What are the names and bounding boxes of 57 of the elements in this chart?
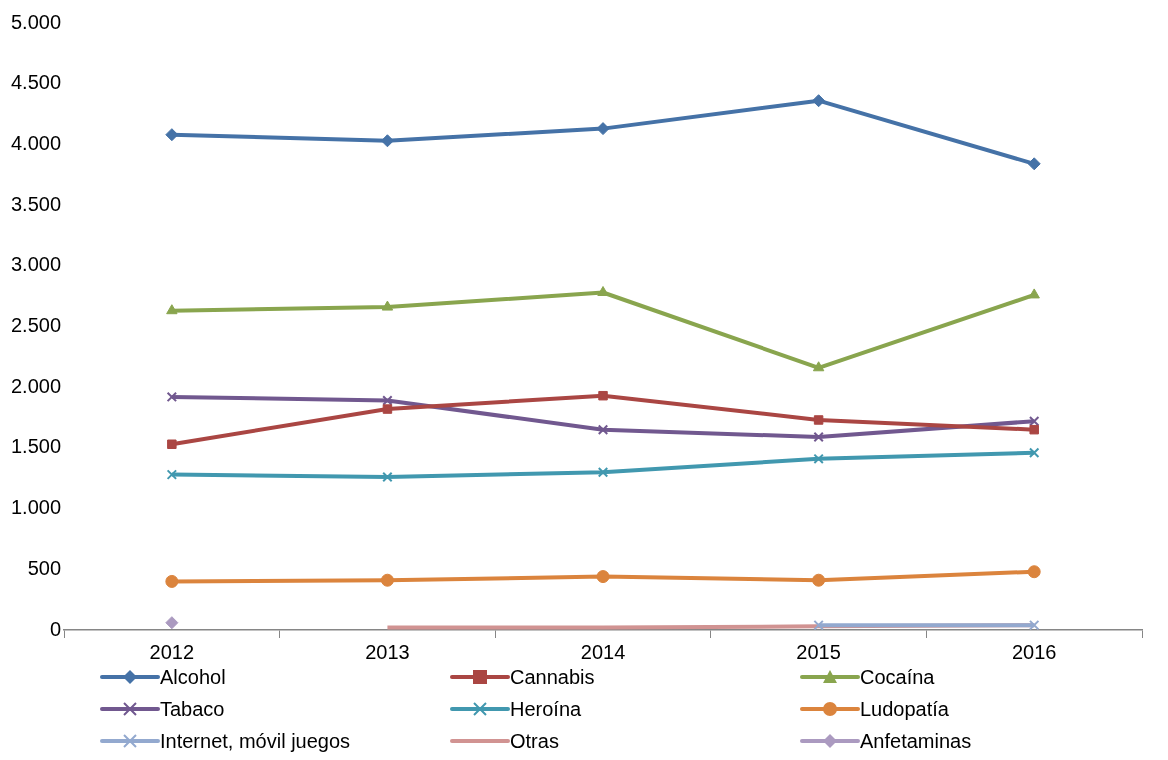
point xyxy=(166,304,178,315)
point xyxy=(812,361,825,372)
y-tick-label: 3.000 xyxy=(10,253,62,276)
point xyxy=(166,469,178,480)
point xyxy=(382,395,393,406)
point xyxy=(813,619,824,630)
x-tick-label: 2013 xyxy=(365,640,410,663)
y-tick-label: 5.000 xyxy=(10,10,62,33)
point xyxy=(165,128,179,142)
point xyxy=(165,574,179,588)
legend-label: Heroína xyxy=(510,697,582,721)
point xyxy=(813,453,824,465)
x-tick-label: 2016 xyxy=(1011,640,1057,663)
y-tick-label: 2.500 xyxy=(10,314,62,337)
point xyxy=(1027,565,1041,579)
point xyxy=(380,134,394,148)
point xyxy=(596,122,610,136)
point xyxy=(597,466,609,478)
legend-label: Internet, móvil juegos xyxy=(160,729,351,753)
legend-label: Ludopatía xyxy=(860,697,949,721)
point xyxy=(596,570,610,584)
point xyxy=(1027,157,1041,171)
point xyxy=(1028,415,1040,427)
point xyxy=(597,424,609,435)
y-tick-label: 1.500 xyxy=(10,435,62,458)
point xyxy=(1028,447,1040,458)
y-tick-label: 0 xyxy=(49,617,62,640)
y-tick-label: 1.000 xyxy=(10,496,62,519)
y-tick-label: 4.000 xyxy=(10,131,62,154)
point xyxy=(1028,619,1040,630)
point xyxy=(813,431,824,443)
y-tick-label: 2.000 xyxy=(10,374,62,397)
point xyxy=(382,404,393,414)
legend-label: Alcohol xyxy=(160,665,226,689)
point xyxy=(381,300,394,311)
y-tick-label: 4.500 xyxy=(10,71,62,94)
x-tick-label: 2015 xyxy=(796,640,841,663)
point xyxy=(167,439,177,449)
legend-label: Tabaco xyxy=(160,697,225,721)
point xyxy=(165,616,179,630)
y-tick-label: 500 xyxy=(27,556,62,579)
point xyxy=(380,573,394,587)
point xyxy=(1029,424,1039,435)
point xyxy=(1028,288,1040,299)
point xyxy=(813,415,824,425)
legend-label: Cocaína xyxy=(860,665,935,689)
legend-label: Cannabis xyxy=(510,665,595,689)
point xyxy=(166,391,178,403)
point xyxy=(812,573,826,587)
point xyxy=(598,390,608,401)
point xyxy=(812,94,826,108)
legend-label: Anfetaminas xyxy=(860,729,972,753)
x-tick-label: 2014 xyxy=(580,640,626,663)
y-tick-label: 3.500 xyxy=(10,192,62,215)
x-tick-label: 2012 xyxy=(149,640,195,663)
point xyxy=(382,471,393,483)
legend-label: Otras xyxy=(510,729,559,753)
